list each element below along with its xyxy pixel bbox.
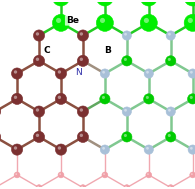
Text: N: N [76, 68, 82, 77]
Circle shape [188, 69, 195, 78]
Circle shape [124, 109, 127, 112]
Circle shape [122, 31, 131, 40]
Circle shape [166, 31, 175, 40]
Circle shape [100, 69, 110, 78]
Circle shape [144, 69, 153, 78]
Circle shape [58, 96, 61, 99]
Circle shape [52, 14, 69, 31]
Circle shape [122, 132, 132, 142]
Text: Be: Be [66, 16, 79, 25]
Circle shape [168, 185, 174, 189]
Circle shape [58, 70, 61, 74]
Circle shape [146, 96, 149, 99]
Circle shape [12, 68, 23, 79]
Circle shape [36, 134, 39, 137]
Circle shape [166, 107, 175, 116]
Circle shape [14, 146, 17, 150]
Circle shape [36, 58, 39, 61]
Circle shape [184, 0, 195, 6]
Text: B: B [104, 46, 111, 55]
Circle shape [144, 145, 153, 154]
Circle shape [96, 0, 113, 6]
Circle shape [124, 185, 130, 189]
Circle shape [122, 56, 132, 66]
Circle shape [77, 106, 89, 117]
Circle shape [0, 131, 1, 143]
Circle shape [191, 173, 193, 175]
Circle shape [124, 58, 127, 61]
Circle shape [166, 56, 176, 66]
Circle shape [14, 96, 17, 99]
Circle shape [12, 93, 23, 105]
Circle shape [52, 0, 69, 6]
Circle shape [33, 55, 45, 67]
Circle shape [144, 94, 154, 104]
Circle shape [80, 185, 86, 189]
Circle shape [55, 68, 66, 79]
Circle shape [124, 33, 127, 36]
Circle shape [80, 58, 83, 61]
Circle shape [15, 173, 17, 175]
Circle shape [59, 173, 61, 175]
Circle shape [124, 134, 127, 137]
Circle shape [77, 131, 89, 143]
Circle shape [103, 173, 105, 175]
Circle shape [102, 147, 105, 150]
Circle shape [190, 71, 193, 74]
Circle shape [96, 14, 113, 31]
Circle shape [190, 172, 195, 178]
Circle shape [122, 107, 131, 116]
Circle shape [102, 96, 105, 99]
Circle shape [146, 147, 149, 150]
Circle shape [190, 96, 193, 99]
Circle shape [140, 0, 157, 6]
Circle shape [58, 146, 61, 150]
Circle shape [144, 18, 149, 23]
Circle shape [125, 186, 127, 188]
Circle shape [168, 109, 171, 112]
Circle shape [36, 32, 39, 36]
Circle shape [12, 144, 23, 155]
Circle shape [56, 18, 61, 23]
Circle shape [80, 134, 83, 137]
Circle shape [80, 108, 83, 112]
Text: C: C [43, 46, 50, 55]
Circle shape [36, 185, 42, 189]
Circle shape [102, 172, 108, 178]
Circle shape [147, 173, 149, 175]
Circle shape [168, 134, 171, 137]
Circle shape [190, 147, 193, 150]
Circle shape [184, 14, 195, 31]
Circle shape [37, 186, 39, 188]
Circle shape [77, 55, 89, 67]
Circle shape [146, 172, 152, 178]
Circle shape [0, 106, 1, 117]
Circle shape [146, 71, 149, 74]
Circle shape [14, 70, 17, 74]
Circle shape [33, 30, 45, 41]
Circle shape [33, 106, 45, 117]
Circle shape [188, 18, 193, 23]
Circle shape [168, 58, 171, 61]
Circle shape [169, 186, 171, 188]
Circle shape [100, 145, 110, 154]
Circle shape [36, 108, 39, 112]
Circle shape [55, 144, 66, 155]
Circle shape [102, 71, 105, 74]
Circle shape [58, 172, 64, 178]
Circle shape [188, 145, 195, 154]
Circle shape [100, 94, 110, 104]
Circle shape [55, 93, 66, 105]
Circle shape [77, 30, 89, 41]
Circle shape [166, 132, 176, 142]
Circle shape [14, 172, 20, 178]
Circle shape [81, 186, 83, 188]
Circle shape [168, 33, 171, 36]
Circle shape [188, 94, 195, 104]
Circle shape [140, 14, 157, 31]
Circle shape [33, 131, 45, 143]
Circle shape [100, 18, 105, 23]
Circle shape [80, 32, 83, 36]
